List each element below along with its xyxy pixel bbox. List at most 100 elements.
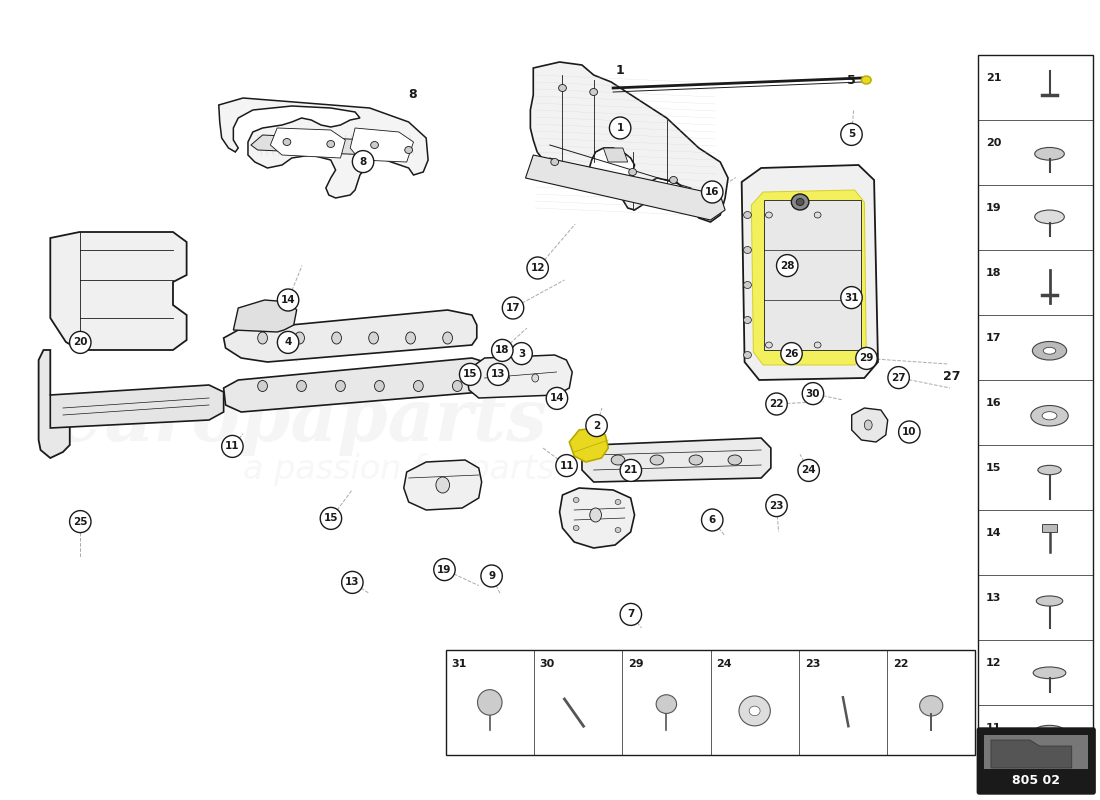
Polygon shape	[233, 300, 297, 332]
Ellipse shape	[865, 420, 872, 430]
Circle shape	[481, 565, 503, 587]
Text: 15: 15	[323, 514, 338, 523]
Polygon shape	[404, 460, 482, 510]
Ellipse shape	[573, 526, 579, 530]
Circle shape	[777, 254, 797, 277]
Ellipse shape	[744, 351, 751, 358]
Ellipse shape	[650, 455, 663, 465]
Circle shape	[547, 387, 568, 410]
Ellipse shape	[297, 381, 307, 391]
Text: 1: 1	[616, 64, 625, 77]
Text: 23: 23	[769, 501, 784, 510]
Text: 4: 4	[285, 338, 292, 347]
Text: a passion for parts: a passion for parts	[243, 454, 554, 486]
Polygon shape	[219, 98, 428, 198]
Text: 8: 8	[408, 88, 417, 101]
Ellipse shape	[503, 374, 509, 382]
Ellipse shape	[1037, 466, 1062, 474]
Bar	[1042, 524, 1057, 532]
Text: 805 02: 805 02	[1012, 774, 1060, 786]
Polygon shape	[39, 350, 69, 458]
Bar	[764, 200, 861, 350]
Circle shape	[69, 510, 91, 533]
Ellipse shape	[1042, 412, 1057, 420]
Circle shape	[222, 435, 243, 458]
Circle shape	[492, 339, 513, 362]
Text: 3: 3	[518, 349, 525, 358]
Polygon shape	[851, 408, 888, 442]
Text: 16: 16	[705, 187, 719, 197]
Ellipse shape	[414, 381, 424, 391]
Ellipse shape	[452, 381, 462, 391]
Text: 26: 26	[784, 349, 799, 358]
Text: 13: 13	[986, 593, 1001, 602]
Polygon shape	[751, 190, 867, 365]
Polygon shape	[560, 488, 635, 548]
Ellipse shape	[327, 141, 334, 147]
Circle shape	[586, 414, 607, 437]
Ellipse shape	[405, 146, 412, 154]
Text: 18: 18	[495, 346, 509, 355]
Circle shape	[840, 286, 862, 309]
Ellipse shape	[739, 696, 770, 726]
Circle shape	[352, 150, 374, 173]
Circle shape	[527, 257, 549, 279]
Text: 14: 14	[550, 394, 564, 403]
Ellipse shape	[477, 690, 502, 715]
Ellipse shape	[656, 694, 676, 714]
Ellipse shape	[1033, 342, 1067, 360]
Bar	[984, 735, 1088, 769]
Text: 29: 29	[859, 354, 873, 363]
Text: 22: 22	[769, 399, 784, 409]
Ellipse shape	[766, 212, 772, 218]
Circle shape	[609, 117, 630, 139]
Circle shape	[899, 421, 920, 443]
Ellipse shape	[442, 332, 452, 344]
Ellipse shape	[791, 194, 808, 210]
Ellipse shape	[590, 508, 602, 522]
Polygon shape	[223, 358, 486, 412]
Polygon shape	[741, 165, 878, 380]
Ellipse shape	[814, 212, 821, 218]
Ellipse shape	[257, 332, 267, 344]
Polygon shape	[51, 385, 223, 428]
Text: 18: 18	[986, 268, 1002, 278]
Circle shape	[503, 297, 524, 319]
Text: 30: 30	[540, 659, 556, 669]
Polygon shape	[991, 740, 1071, 768]
Ellipse shape	[551, 158, 559, 166]
Text: 14: 14	[986, 528, 1002, 538]
Circle shape	[798, 459, 820, 482]
Ellipse shape	[749, 706, 760, 716]
Ellipse shape	[368, 332, 378, 344]
Ellipse shape	[531, 374, 539, 382]
Polygon shape	[582, 438, 771, 482]
Text: 31: 31	[451, 659, 466, 669]
Text: 24: 24	[801, 466, 816, 475]
Ellipse shape	[1035, 726, 1065, 737]
Text: 27: 27	[944, 370, 961, 382]
Text: 17: 17	[506, 303, 520, 313]
Text: 16: 16	[986, 398, 1002, 408]
Text: 13: 13	[491, 370, 505, 379]
Text: 24: 24	[716, 659, 732, 669]
Ellipse shape	[744, 317, 751, 323]
Circle shape	[487, 363, 508, 386]
Text: 5: 5	[848, 130, 855, 139]
Circle shape	[556, 454, 578, 477]
Text: 12: 12	[986, 658, 1002, 668]
Text: 21: 21	[986, 73, 1002, 82]
Bar	[446, 650, 976, 755]
Circle shape	[342, 571, 363, 594]
Ellipse shape	[590, 89, 597, 95]
Text: 6: 6	[708, 515, 716, 525]
Circle shape	[320, 507, 342, 530]
Ellipse shape	[257, 381, 267, 391]
Ellipse shape	[1043, 347, 1056, 354]
Text: 15: 15	[986, 462, 1001, 473]
Circle shape	[460, 363, 481, 386]
Ellipse shape	[766, 342, 772, 348]
Ellipse shape	[796, 198, 804, 206]
Polygon shape	[271, 128, 345, 158]
Ellipse shape	[670, 177, 678, 183]
